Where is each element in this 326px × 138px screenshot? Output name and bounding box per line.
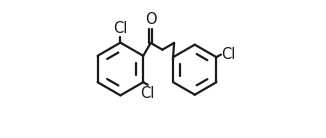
Text: Cl: Cl bbox=[221, 47, 236, 62]
Text: O: O bbox=[145, 12, 156, 27]
Text: Cl: Cl bbox=[141, 86, 155, 101]
Text: Cl: Cl bbox=[113, 21, 127, 36]
